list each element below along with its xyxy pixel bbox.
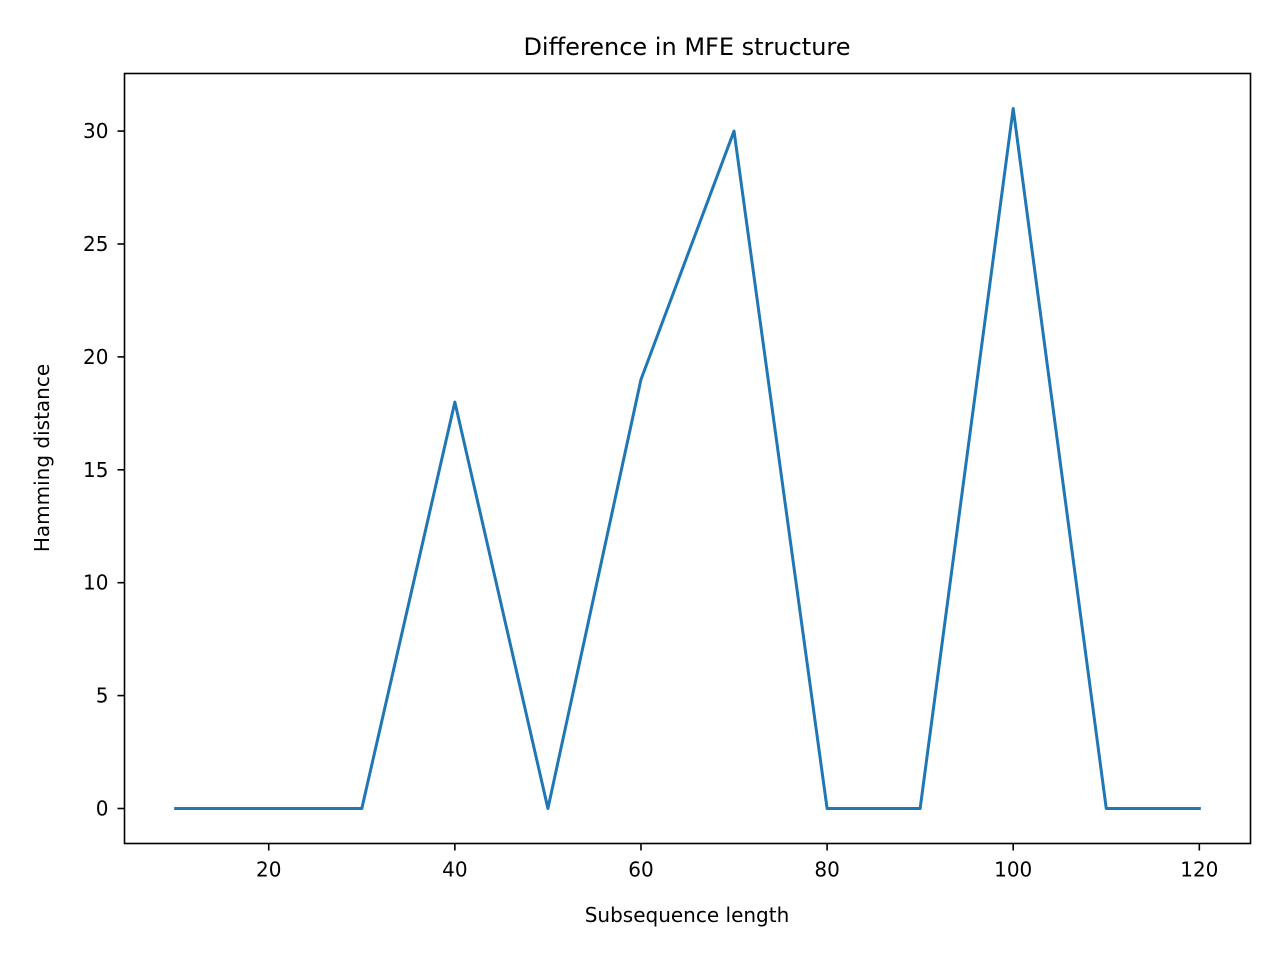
y-tick-label: 10: [83, 571, 108, 595]
x-tick-label: 20: [256, 858, 281, 882]
x-axis-label: Subsequence length: [585, 903, 790, 927]
x-tick-label: 100: [994, 858, 1032, 882]
x-tick-label: 120: [1180, 858, 1218, 882]
series-layer: [174, 107, 1201, 810]
y-tick-label: 5: [96, 684, 109, 708]
y-tick-label: 25: [83, 232, 108, 256]
x-tick-label: 80: [814, 858, 839, 882]
y-axis-label: Hamming distance: [30, 364, 54, 552]
chart-title: Difference in MFE structure: [523, 33, 850, 61]
y-tick-label: 20: [83, 345, 108, 369]
y-tick-label: 15: [83, 458, 108, 482]
x-tick-label: 40: [442, 858, 467, 882]
y-axis-ticks: 0 5 10 15 20 25 30: [83, 119, 125, 821]
x-axis-ticks: 20 40 60 80 100 120: [256, 843, 1218, 882]
plot-frame: [123, 72, 1252, 845]
series-line-0: [174, 107, 1201, 810]
x-tick-label: 60: [628, 858, 653, 882]
y-tick-label: 0: [96, 797, 109, 821]
y-tick-label: 30: [83, 119, 108, 143]
